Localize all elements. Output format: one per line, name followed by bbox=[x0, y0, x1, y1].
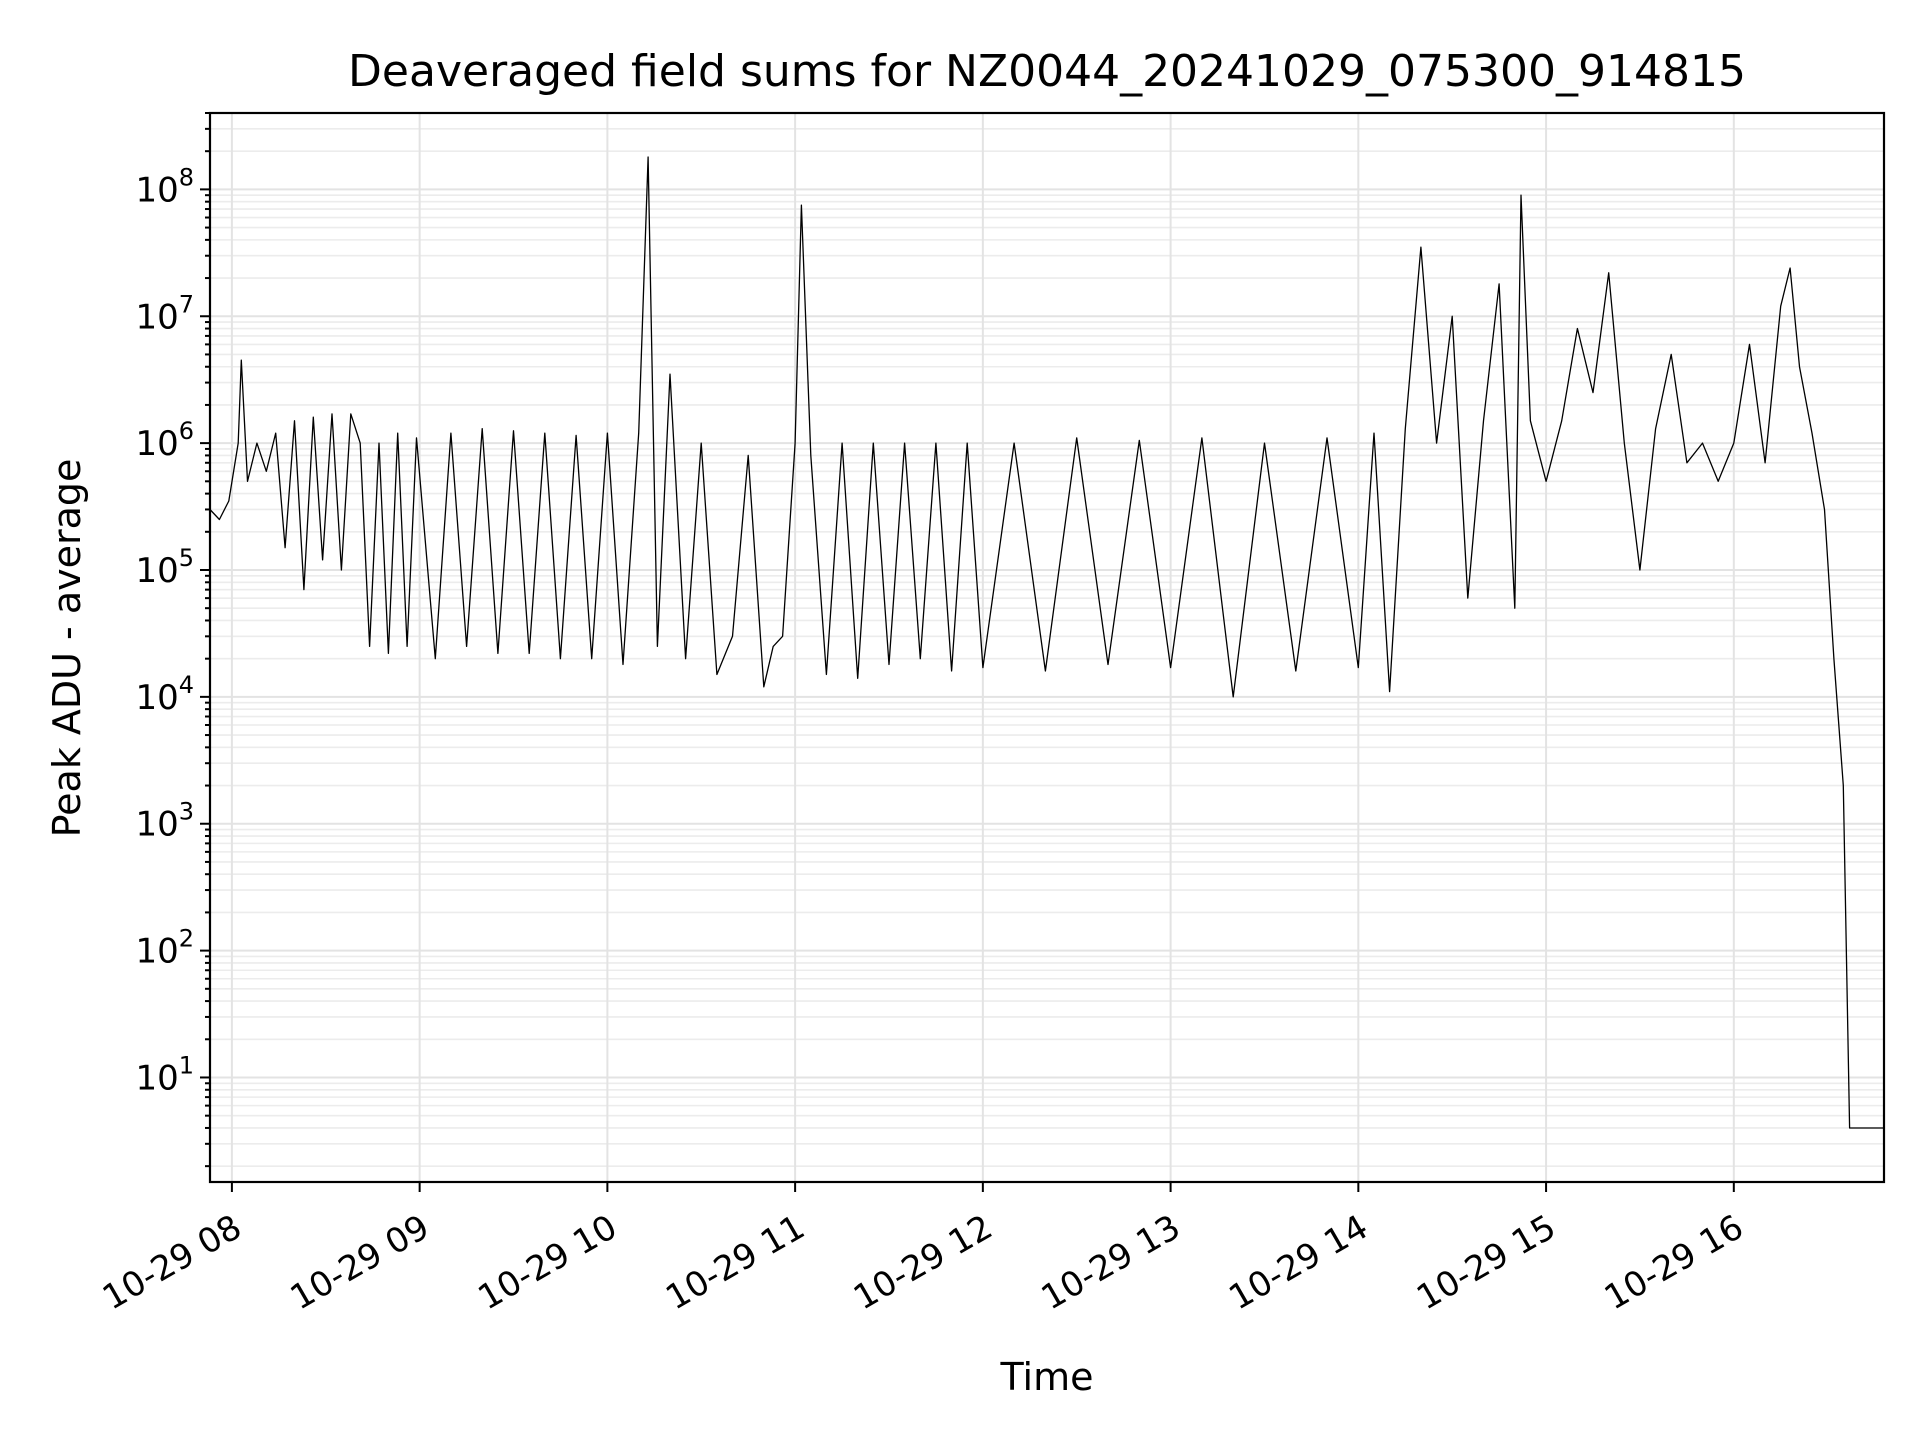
y-tick-label: 108 bbox=[135, 163, 194, 210]
y-tick-label-base: 10 bbox=[135, 551, 178, 591]
y-tick-label-exponent: 2 bbox=[179, 925, 194, 953]
series-layer bbox=[209, 156, 1884, 1129]
x-tick-label: 10-29 13 bbox=[1035, 1207, 1187, 1318]
y-tick-label-base: 10 bbox=[135, 678, 178, 718]
y-tick-label-exponent: 6 bbox=[179, 417, 194, 445]
y-tick-label: 102 bbox=[135, 925, 194, 972]
x-axis-label: Time bbox=[1000, 1355, 1094, 1399]
y-tick-label: 103 bbox=[135, 798, 194, 845]
y-tick-label: 107 bbox=[135, 290, 194, 337]
y-tick-label-base: 10 bbox=[135, 1058, 178, 1098]
x-tick-label: 10-29 09 bbox=[284, 1207, 436, 1318]
x-tick-label: 10-29 16 bbox=[1598, 1207, 1750, 1318]
y-tick-label: 105 bbox=[135, 544, 194, 591]
y-tick-label-exponent: 7 bbox=[179, 290, 194, 318]
x-tick-label: 10-29 08 bbox=[96, 1207, 248, 1318]
y-tick-label-base: 10 bbox=[135, 424, 178, 464]
y-tick-label: 101 bbox=[135, 1051, 194, 1098]
grid bbox=[210, 112, 1884, 1182]
plot-frame bbox=[208, 111, 1886, 1184]
x-axis: 10-29 08 10-29 09 10-29 10 10-29 11 10-29 12… bbox=[96, 1182, 1750, 1318]
x-tick-label: 10-29 15 bbox=[1410, 1207, 1562, 1318]
x-tick-label: 10-29 11 bbox=[659, 1207, 811, 1318]
y-tick-label: 104 bbox=[135, 671, 194, 718]
y-tick-label-base: 10 bbox=[135, 297, 178, 337]
chart-title: Deaveraged field sums for NZ0044_2024102… bbox=[348, 46, 1746, 97]
y-tick-label-base: 10 bbox=[135, 932, 178, 972]
y-axis-label: Peak ADU - average bbox=[45, 459, 89, 838]
x-tick-label: 10-29 10 bbox=[471, 1207, 623, 1318]
y-tick-label-exponent: 5 bbox=[179, 544, 194, 572]
y-tick-label-base: 10 bbox=[135, 805, 178, 845]
y-tick-label-exponent: 1 bbox=[179, 1051, 194, 1079]
x-tick-label: 10-29 12 bbox=[847, 1207, 999, 1318]
series-line bbox=[209, 156, 1884, 1129]
y-tick-label-exponent: 3 bbox=[179, 798, 194, 826]
x-tick-label: 10-29 14 bbox=[1222, 1207, 1374, 1318]
y-tick-label-base: 10 bbox=[135, 170, 178, 210]
y-tick-label: 106 bbox=[135, 417, 194, 464]
y-tick-label-exponent: 8 bbox=[179, 163, 194, 191]
y-tick-label-exponent: 4 bbox=[179, 671, 194, 699]
